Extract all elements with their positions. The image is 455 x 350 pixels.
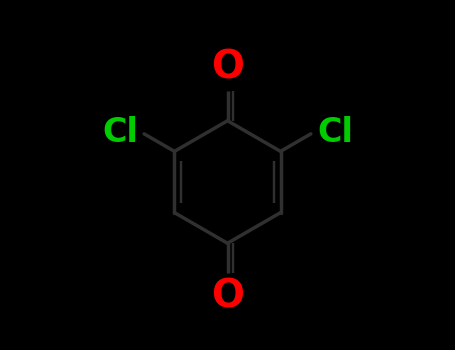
- Text: O: O: [211, 277, 244, 315]
- Text: O: O: [211, 49, 244, 87]
- Text: Cl: Cl: [317, 116, 353, 149]
- Text: Cl: Cl: [102, 116, 138, 149]
